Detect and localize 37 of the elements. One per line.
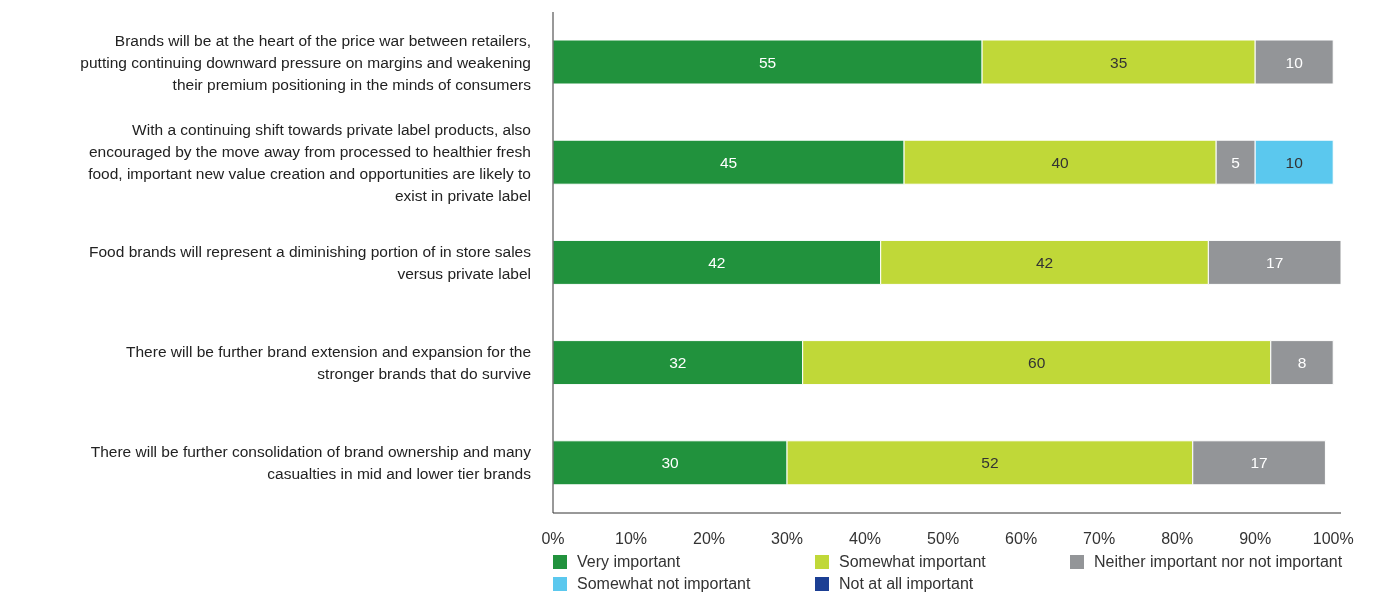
data-label: 40: [1051, 153, 1070, 171]
legend-label: Very important: [576, 553, 682, 571]
x-tick-label: 10%: [615, 530, 648, 548]
x-tick-label: 60%: [1005, 530, 1038, 548]
y-tick-label: Brands will be at the heart of the price war between retailers, putting continuing downward pressure on margins and weakening their premium positioning in the minds of consumers: [80, 31, 532, 93]
y-tick-label: With a continuing shift towards private label products, also encouraged by the move away from processed to healthier fresh food, important new value creation and opportunities are likely to exist in private label: [88, 120, 531, 204]
legend-label: Not at all important: [838, 575, 975, 593]
data-label: 10: [1285, 153, 1304, 171]
data-label: 17: [1250, 454, 1268, 472]
data-label: 45: [719, 153, 738, 171]
x-tick-label: 100%: [1312, 530, 1354, 548]
data-label: 35: [1110, 53, 1128, 71]
y-tick-label: There will be further brand extension and expansion for the stronger brands that do survive: [126, 343, 531, 383]
legend-label: Somewhat important: [838, 553, 987, 571]
data-label: 5: [1231, 153, 1240, 171]
x-tick-label: 70%: [1083, 530, 1116, 548]
data-label: 42: [708, 253, 726, 271]
x-tick-label: 80%: [1161, 530, 1194, 548]
data-label: 55: [758, 53, 777, 71]
data-label: 30: [661, 454, 680, 472]
data-label: 8: [1297, 354, 1307, 372]
x-tick-label: 30%: [771, 530, 804, 548]
y-tick-label: There will be further consolidation of brand ownership and many casualties in mid and lower tier brands: [90, 443, 532, 483]
data-label: 10: [1285, 53, 1304, 71]
x-tick-label: 40%: [849, 530, 882, 548]
y-tick-label: Food brands will represent a diminishing portion of in store sales versus private label: [89, 242, 532, 282]
legend-label: Neither important nor not important: [1093, 553, 1344, 571]
data-label: 32: [669, 354, 687, 372]
x-tick-label: 50%: [927, 530, 960, 548]
data-label: 42: [1035, 253, 1054, 271]
data-label: 17: [1266, 253, 1284, 271]
data-label: 60: [1028, 354, 1046, 372]
data-label: 52: [981, 454, 999, 472]
x-tick-label: 20%: [693, 530, 726, 548]
legend-label: Somewhat not important: [576, 575, 752, 593]
x-tick-label: 0%: [541, 530, 565, 548]
x-tick-label: 90%: [1239, 530, 1272, 548]
